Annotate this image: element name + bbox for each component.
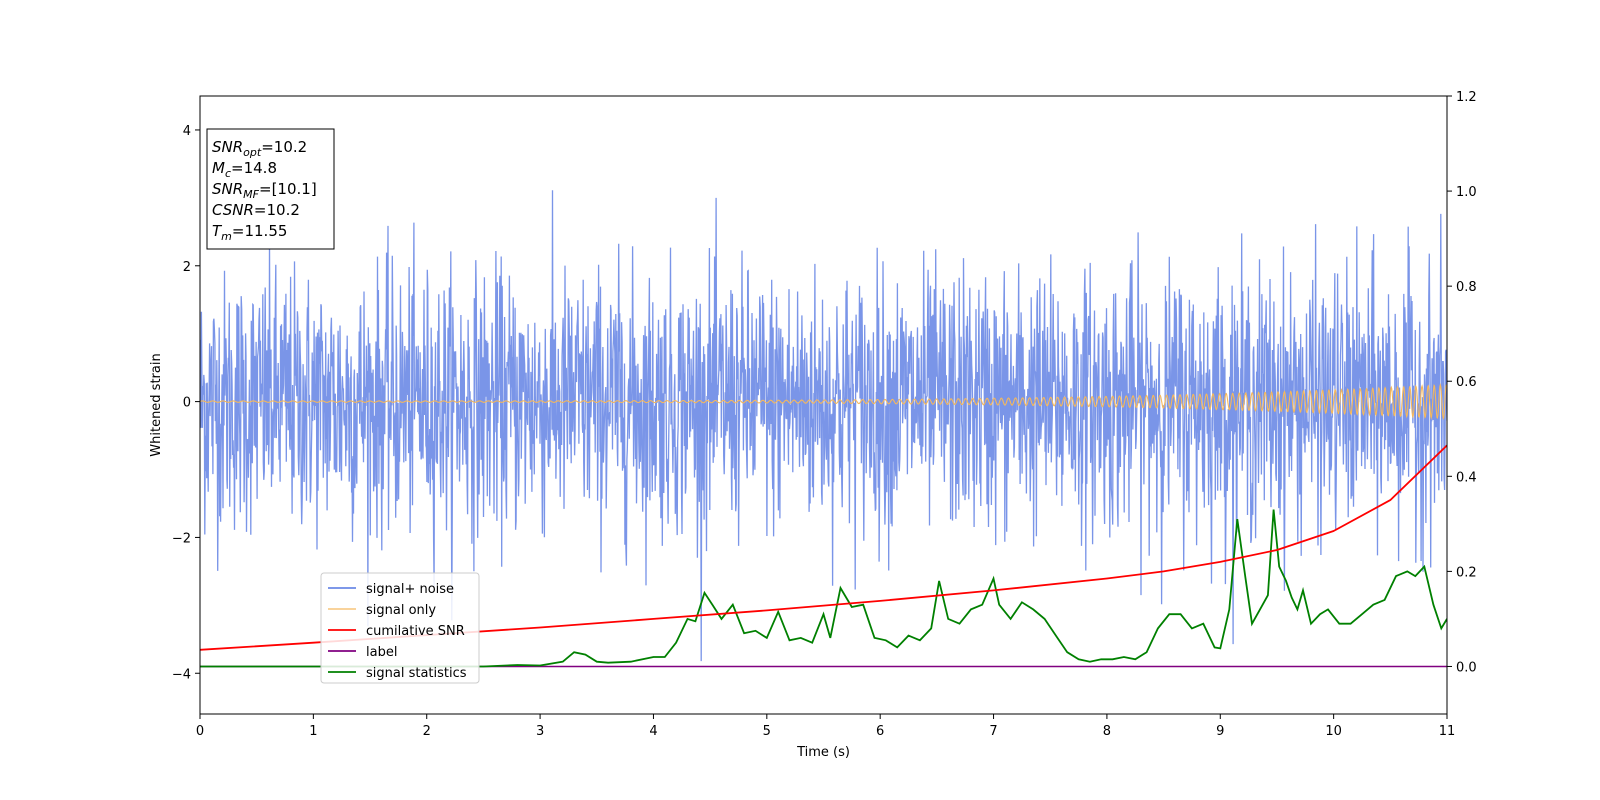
info-box-frame [206, 128, 335, 250]
x-tick-label: 6 [876, 724, 884, 739]
x-tick-label: 2 [423, 724, 431, 739]
x-tick-label: 10 [1325, 724, 1342, 739]
legend-frame [320, 572, 480, 684]
legend-label: cumilative SNR [366, 624, 465, 639]
x-tick-label: 11 [1439, 724, 1456, 739]
series-signal-noise-line [200, 190, 1447, 662]
legend-label: signal+ noise [366, 582, 454, 597]
legend: signal+ noise signal only cumilative SNR la… [320, 572, 480, 684]
x-tick-label: 0 [196, 724, 204, 739]
y-axis-title: Whitened strain [149, 353, 164, 456]
series-signal-statistics-line [200, 509, 1447, 668]
y2-tick-label: 1.0 [1456, 185, 1477, 200]
y-tick-label: −4 [172, 667, 191, 682]
y-tick-label: 4 [183, 124, 191, 139]
y2-tick-label: 0.8 [1456, 280, 1477, 295]
y-tick-label: 0 [183, 396, 191, 411]
x-tick-label: 7 [989, 724, 997, 739]
x-tick-label: 4 [649, 724, 657, 739]
x-tick-label: 3 [536, 724, 544, 739]
x-tick-label: 5 [763, 724, 771, 739]
x-tick-label: 1 [309, 724, 317, 739]
x-axis-title: Time (s) [796, 745, 850, 760]
y-tick-label: 2 [183, 260, 191, 275]
plot-frame [199, 95, 1448, 715]
y-tick-label: −2 [172, 531, 191, 546]
x-tick-label: 8 [1103, 724, 1111, 739]
info-line: Tm=11.55 [212, 222, 287, 243]
info-line: CSNR=10.2 [212, 201, 300, 219]
info-line: SNRopt=10.2 [212, 138, 307, 159]
y2-tick-label: 0.2 [1456, 565, 1477, 580]
x-tick-label: 9 [1216, 724, 1224, 739]
legend-label: signal statistics [366, 666, 467, 681]
y2-tick-label: 0.4 [1456, 470, 1477, 485]
series-signal-only-line [200, 383, 1447, 420]
legend-label: signal only [366, 603, 436, 618]
y2-tick-label: 1.2 [1456, 90, 1477, 105]
legend-label: label [366, 645, 397, 660]
y2-tick-label: 0.6 [1456, 375, 1477, 390]
info-line: Mc=14.8 [212, 159, 277, 180]
info-line: SNRMF=[10.1] [212, 180, 317, 201]
y2-tick-label: 0.0 [1456, 660, 1477, 675]
